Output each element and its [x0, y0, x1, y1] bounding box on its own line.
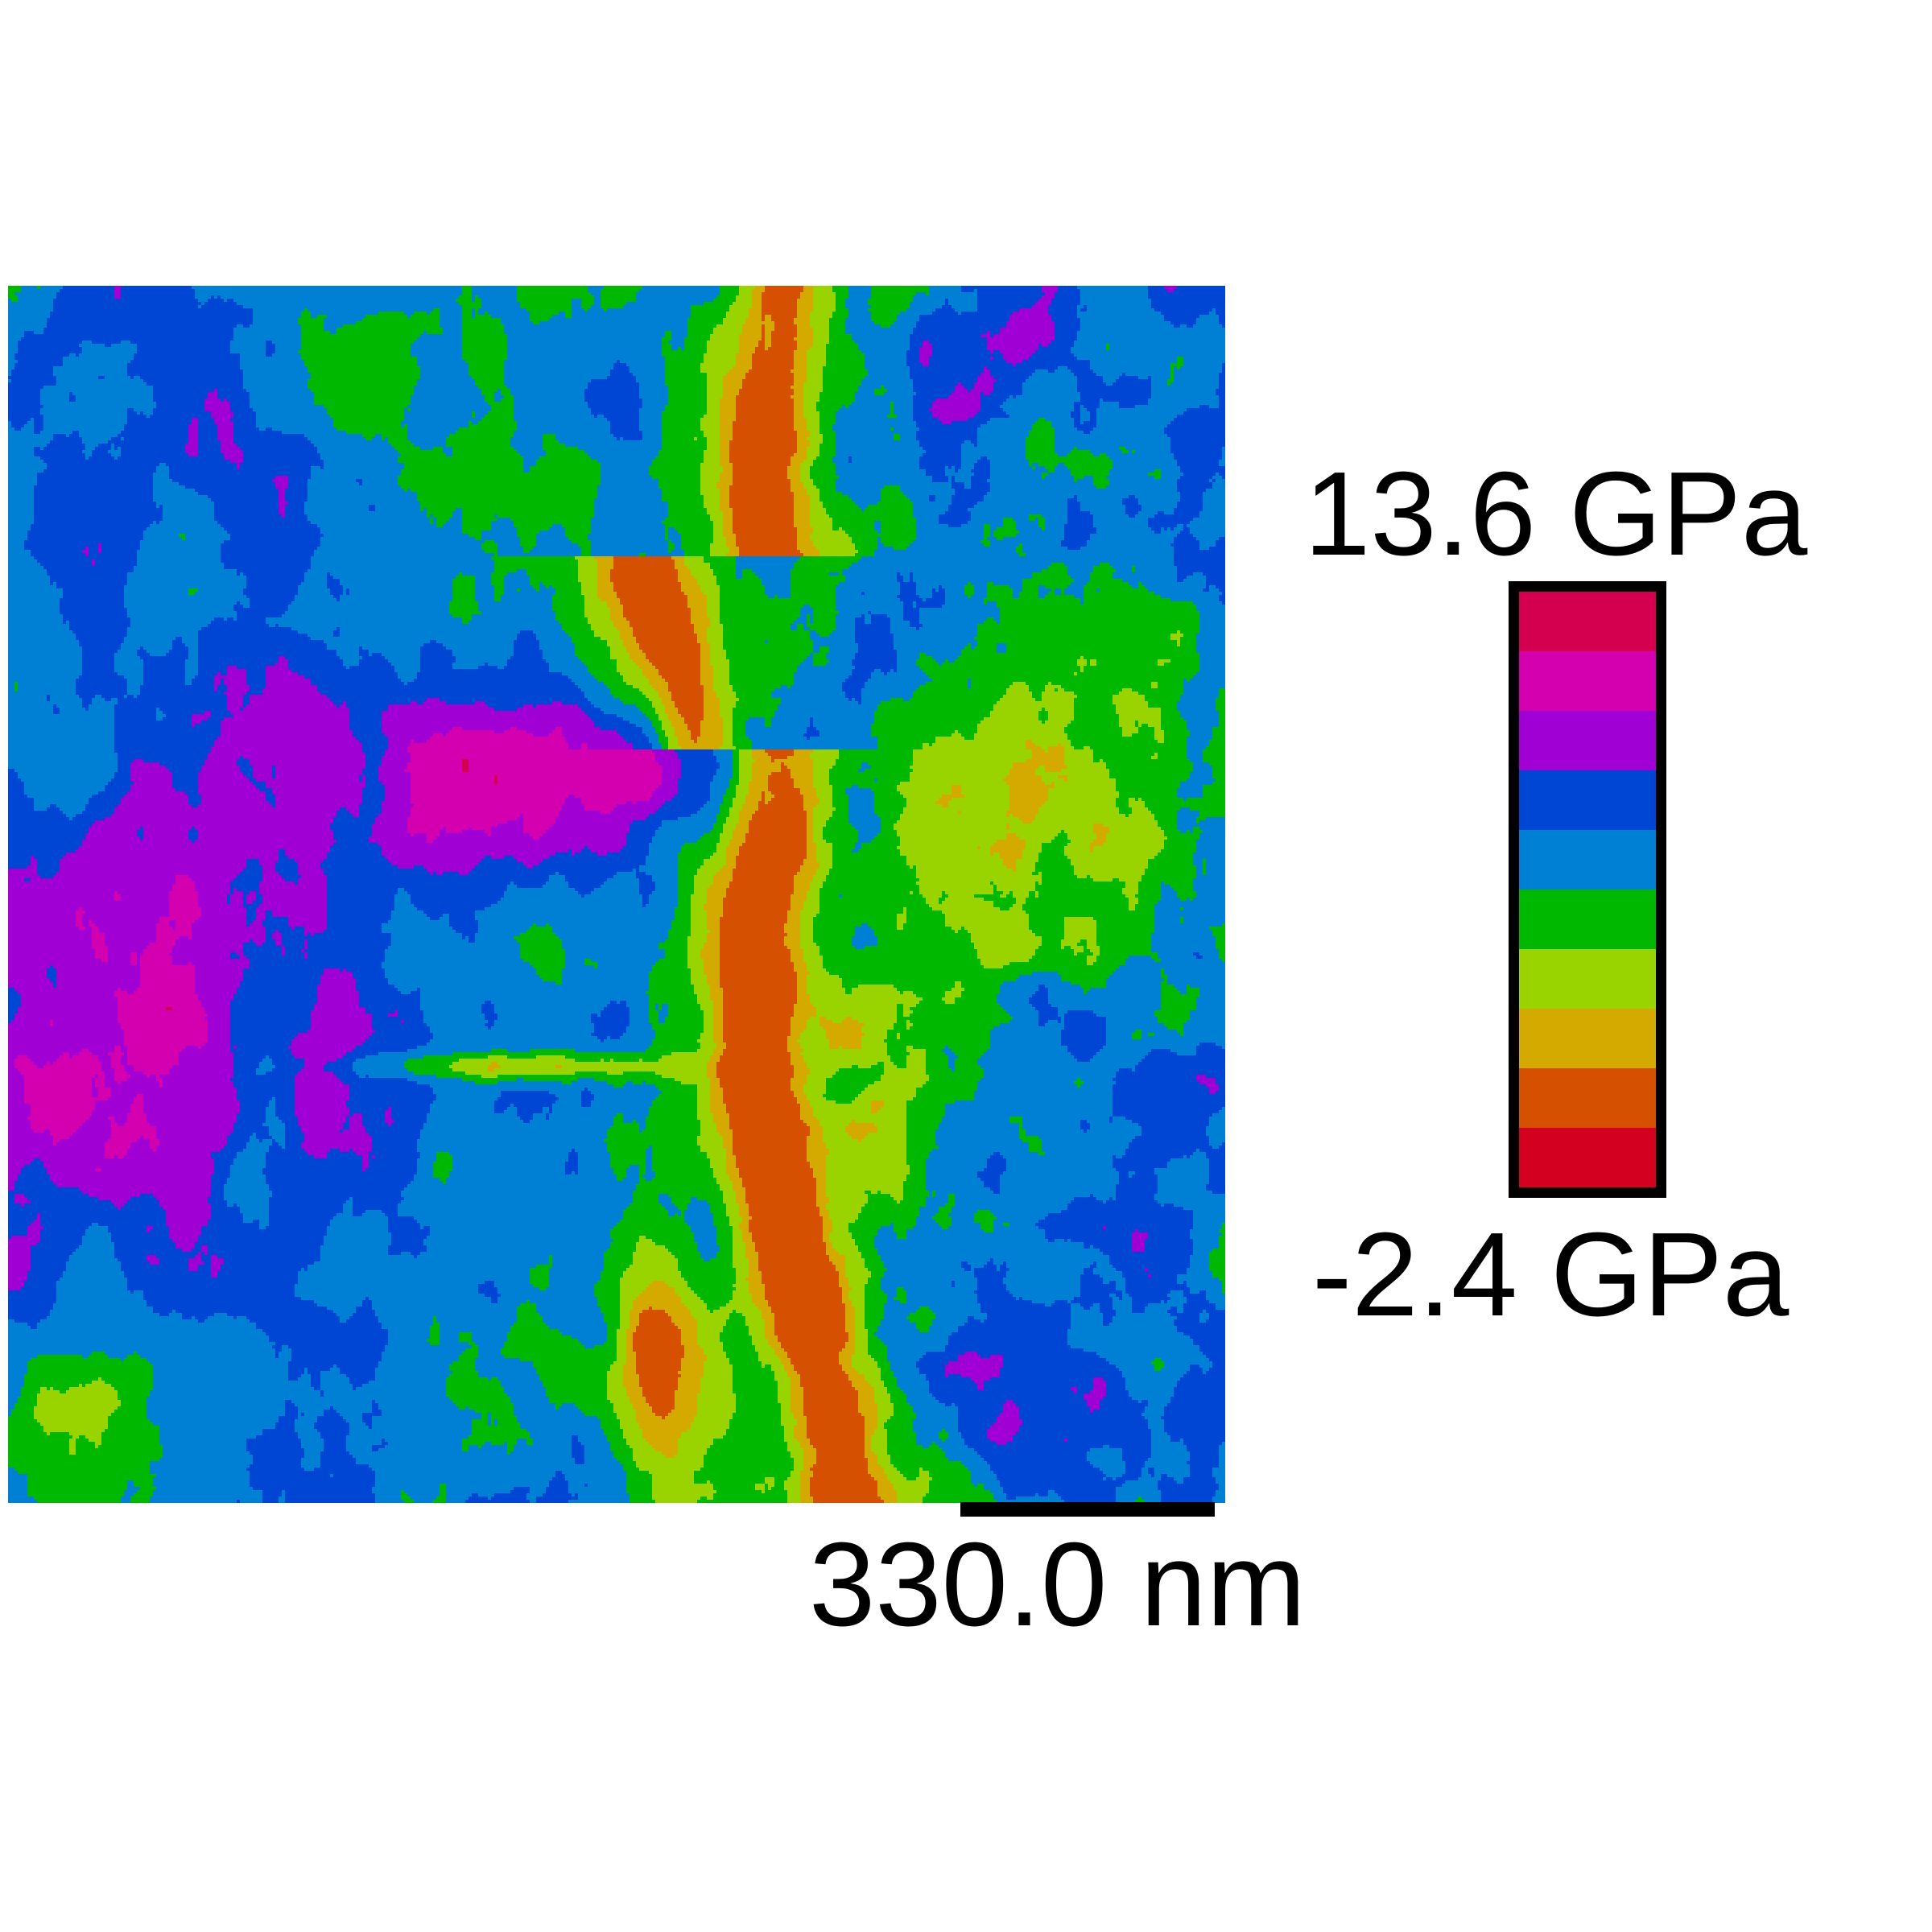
colorbar-max-label: 13.6 GPa	[1304, 448, 1808, 580]
colorbar	[1509, 581, 1666, 1198]
colorbar-segment	[1519, 830, 1656, 890]
colorbar-segment	[1519, 1128, 1656, 1187]
colorbar-segment	[1519, 949, 1656, 1009]
colorbar-min-label: -2.4 GPa	[1312, 1208, 1790, 1341]
modulus-map-image	[8, 286, 1225, 1503]
colorbar-segment	[1519, 1068, 1656, 1128]
colorbar-segment	[1519, 711, 1656, 770]
scale-bar-label: 330.0 nm	[809, 1518, 1307, 1651]
colorbar-segment	[1519, 1009, 1656, 1068]
colorbar-segment	[1519, 770, 1656, 830]
colorbar-segment	[1519, 890, 1656, 949]
scale-bar	[960, 1502, 1215, 1517]
colorbar-segment	[1519, 592, 1656, 651]
colorbar-segment	[1519, 651, 1656, 711]
